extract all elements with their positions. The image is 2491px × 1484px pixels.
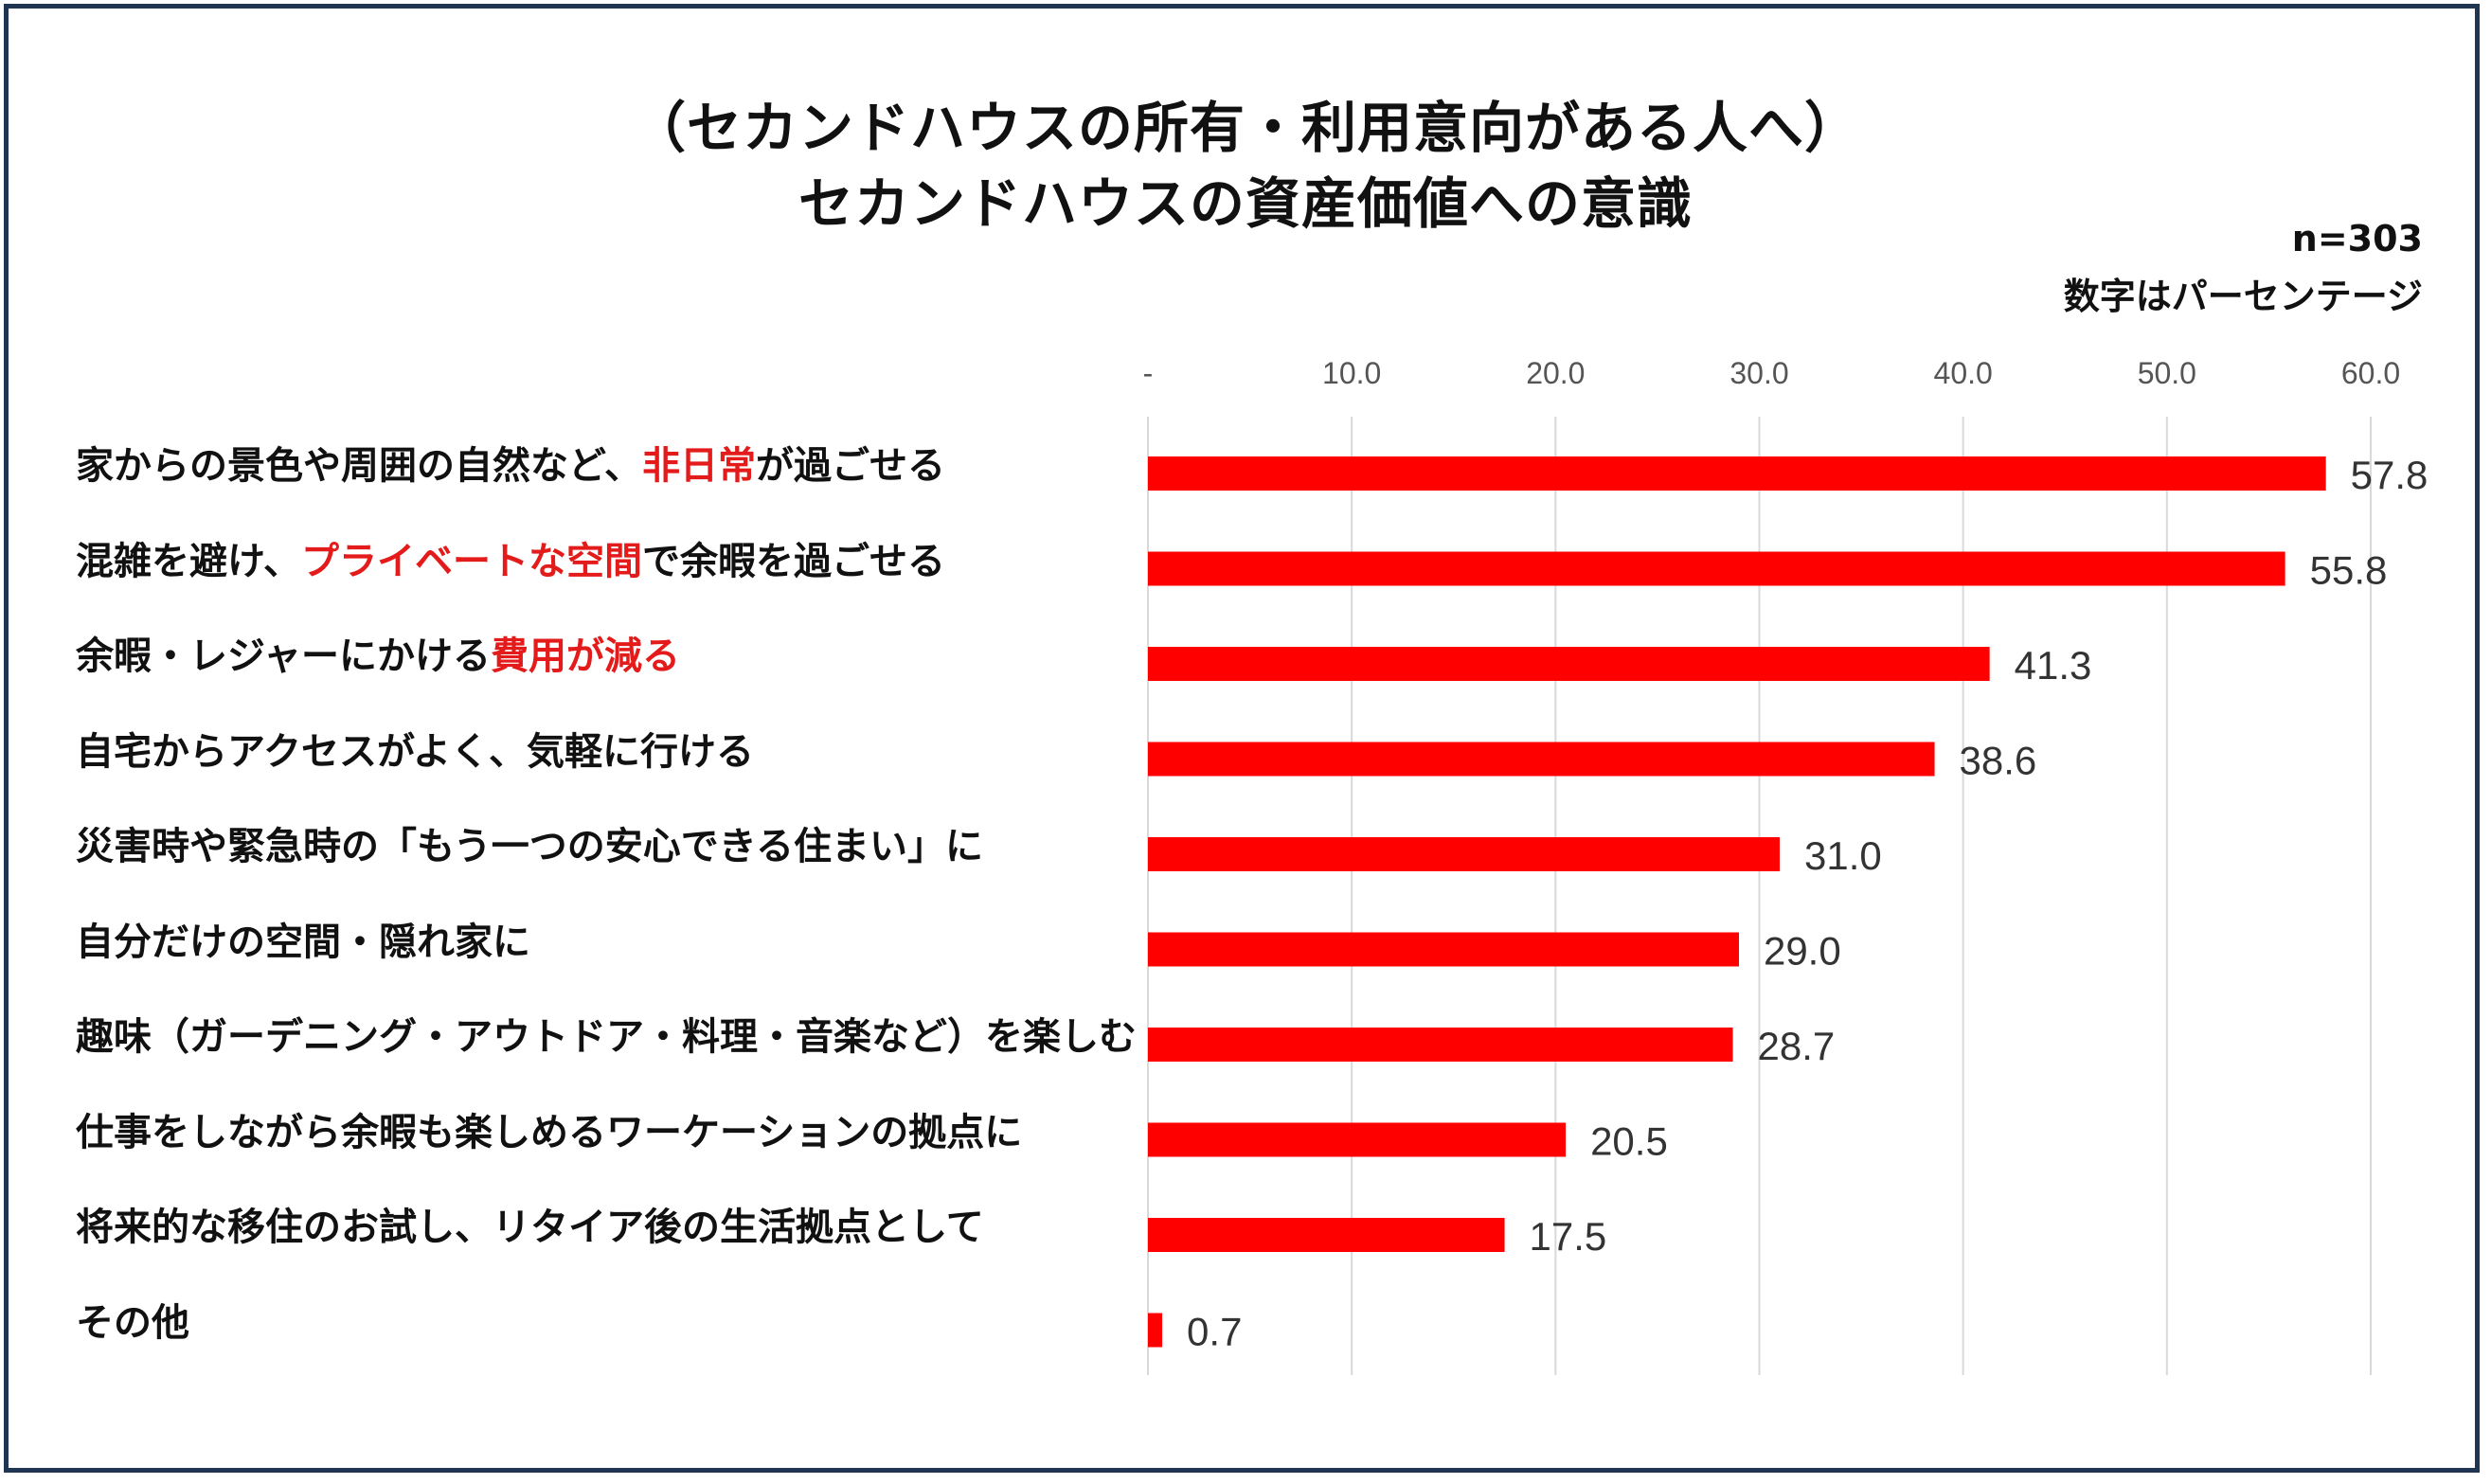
unit-note: 数字はパーセンテージ xyxy=(2063,276,2423,317)
bar xyxy=(1148,742,1935,777)
category-label-highlight: 非日常 xyxy=(642,444,756,488)
bar-value-label: 29.0 xyxy=(1764,929,1841,974)
x-tick-label: 10.0 xyxy=(1322,356,1381,390)
category-label-text: 混雑を避け、 xyxy=(76,539,301,583)
category-label: 自宅からアクセスがよく、気軽に行ける xyxy=(76,728,754,776)
category-label-text: で余暇を過ごせる xyxy=(642,539,945,583)
bar xyxy=(1148,1313,1163,1348)
category-label: 自分だけの空間・隠れ家に xyxy=(76,919,530,966)
category-label: 家からの景色や周囲の自然など、非日常が過ごせる xyxy=(76,442,945,490)
bar-value-label: 28.7 xyxy=(1758,1024,1836,1068)
bar-value-label: 0.7 xyxy=(1187,1310,1242,1354)
category-label-text: 将来的な移住のお試し、リタイア後の生活拠点として xyxy=(76,1206,984,1249)
x-tick-label: 20.0 xyxy=(1526,356,1585,390)
category-label: 将来的な移住のお試し、リタイア後の生活拠点として xyxy=(76,1204,984,1251)
category-label-text: が過ごせる xyxy=(756,444,945,488)
category-label: その他 xyxy=(76,1299,189,1347)
category-label: 災害時や緊急時の「もう一つの安心できる住まい」に xyxy=(76,823,983,870)
x-tick-label: 50.0 xyxy=(2138,356,2196,390)
bar-value-label: 31.0 xyxy=(1804,833,1882,878)
category-label-highlight: 費用が減る xyxy=(491,635,680,678)
category-label-text: 余暇・レジャーにかける xyxy=(76,635,491,678)
bar xyxy=(1148,1122,1567,1157)
category-label: 混雑を避け、プライベートな空間で余暇を過ごせる xyxy=(76,538,945,585)
category-label-text: 災害時や緊急時の「もう一つの安心できる住まい」に xyxy=(76,825,983,868)
x-tick-label: 30.0 xyxy=(1729,356,1788,390)
category-label-text: 仕事をしながら余暇も楽しめるワーケーションの拠点に xyxy=(76,1110,1023,1154)
bar xyxy=(1148,1218,1505,1252)
category-label-text: 趣味（ガーデニング・アウトドア・料理・音楽など）を楽しむ xyxy=(76,1015,1137,1059)
bar xyxy=(1148,837,1781,871)
x-tick-label: 40.0 xyxy=(1934,356,1993,390)
sample-size-note: n=303 xyxy=(2291,218,2423,259)
category-label: 仕事をしながら余暇も楽しめるワーケーションの拠点に xyxy=(76,1109,1022,1156)
category-label-text: 自分だけの空間・隠れ家に xyxy=(76,920,530,964)
x-tick-label: 60.0 xyxy=(2341,356,2400,390)
category-label: 趣味（ガーデニング・アウトドア・料理・音楽など）を楽しむ xyxy=(76,1013,1137,1061)
chart-title-line1: （セカンドハウスの所有・利用意向がある人へ） xyxy=(630,96,1860,160)
category-label-highlight: プライベートな空間 xyxy=(301,539,642,583)
category-label-text: 家からの景色や周囲の自然など、 xyxy=(76,444,642,488)
bar-value-label: 20.5 xyxy=(1590,1119,1668,1164)
bar-value-label: 17.5 xyxy=(1530,1214,1607,1259)
bar xyxy=(1148,647,1990,681)
bar-value-label: 55.8 xyxy=(2310,548,2388,593)
bar-value-label: 41.3 xyxy=(2015,643,2092,688)
bar xyxy=(1148,1028,1733,1062)
chart-title-line2: セカンドハウスの資産価値への意識 xyxy=(797,171,1693,236)
bar-value-label: 38.6 xyxy=(1960,739,2037,783)
bar-value-label: 57.8 xyxy=(2351,453,2428,497)
category-label-text: 自宅からアクセスがよく、気軽に行ける xyxy=(76,729,754,774)
x-tick-label: - xyxy=(1143,356,1154,390)
bar xyxy=(1148,932,1739,967)
bar xyxy=(1148,456,2326,491)
category-label-text: その他 xyxy=(76,1300,189,1345)
bar xyxy=(1148,551,2285,586)
category-label: 余暇・レジャーにかける費用が減る xyxy=(76,633,680,680)
